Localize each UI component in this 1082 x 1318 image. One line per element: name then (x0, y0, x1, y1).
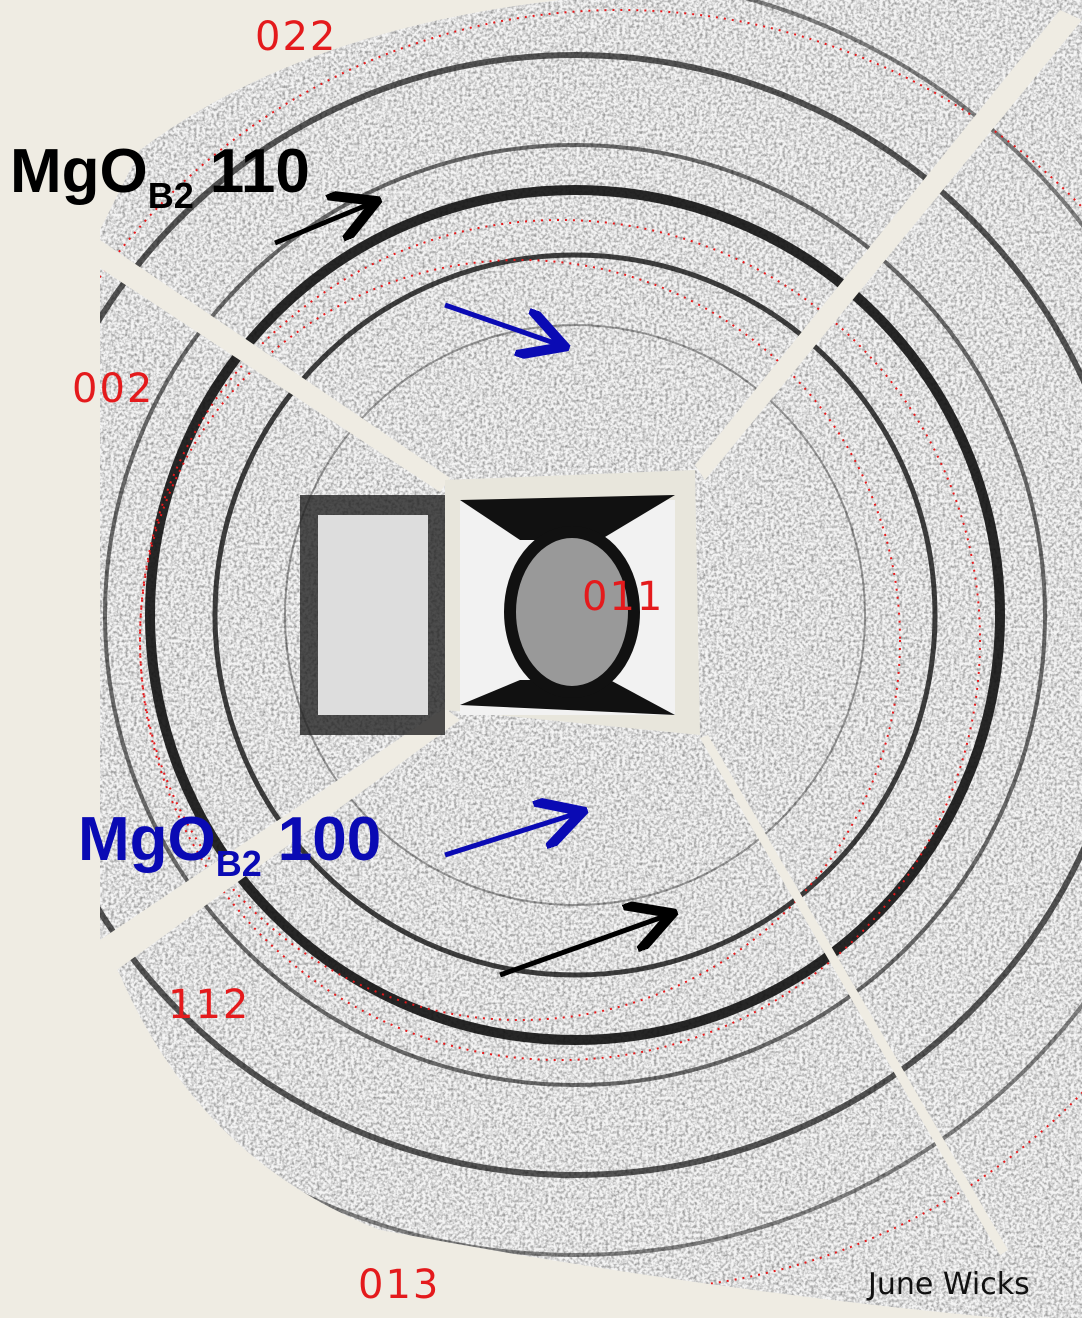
subscript: B2 (148, 175, 194, 216)
formula: MgO (10, 137, 148, 206)
ring-label: 112 (168, 982, 250, 1028)
ring-label: 022 (255, 14, 337, 60)
ring-label: 011 (582, 574, 664, 620)
ring-label: 013 (358, 1262, 440, 1308)
credit: June Wicks (866, 1267, 1030, 1302)
page: 022 002 011 112 013 MgOB2110 MgOB2100 Ju… (0, 0, 1082, 1318)
diffraction-image: 022 002 011 112 013 MgOB2110 MgOB2100 Ju… (0, 0, 1082, 1318)
subscript: B2 (216, 843, 262, 884)
index: 100 (278, 805, 381, 874)
formula: MgO (78, 805, 216, 874)
ring-label: 002 (72, 366, 154, 412)
index: 110 (210, 137, 310, 206)
